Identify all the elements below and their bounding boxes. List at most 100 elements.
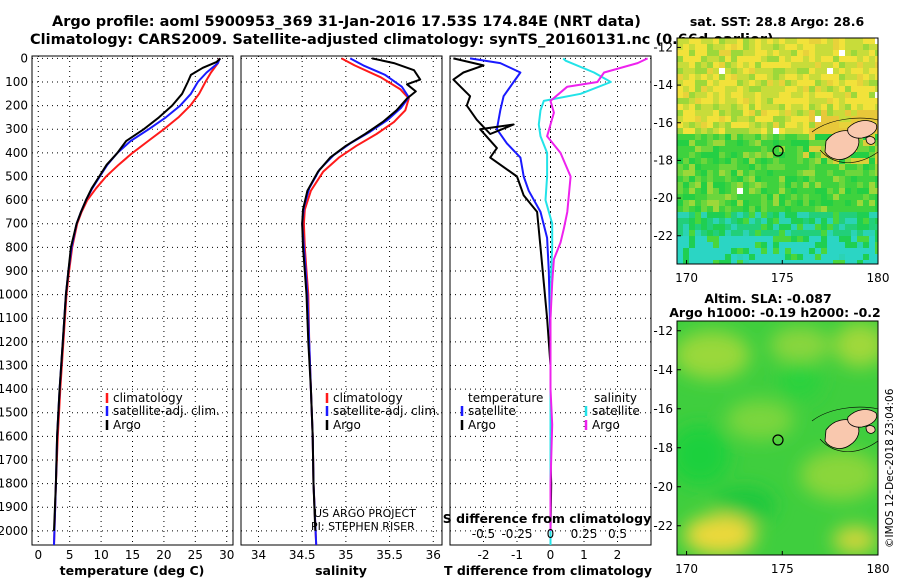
sst-map-cell: [797, 104, 803, 110]
sst-map-cell: [767, 182, 773, 188]
sst-map-cell: [731, 80, 737, 86]
sst-map-cell: [755, 200, 761, 206]
sst-map-cell: [803, 242, 809, 248]
depth-tick-label: 700: [5, 217, 28, 231]
sst-map-cell: [701, 194, 707, 200]
sst-map-cell: [863, 116, 869, 122]
legend-s-satellite-label: satellite: [592, 404, 640, 418]
sst-map-cell: [719, 110, 725, 116]
sst-map-cell: [767, 218, 773, 224]
sst-map-cell: [677, 98, 683, 104]
sst-map-cell: [677, 146, 683, 152]
sst-map-cell: [677, 86, 683, 92]
sst-map-cell: [821, 260, 827, 264]
sst-map-cell: [683, 86, 689, 92]
sst-map-cell: [779, 98, 785, 104]
sst-map-cell: [797, 218, 803, 224]
sst-map-cell: [791, 194, 797, 200]
sst-map-cell: [797, 260, 803, 264]
sst-map-cell: [749, 116, 755, 122]
sst-map-title: sat. SST: 28.8 Argo: 28.6: [690, 14, 865, 29]
sst-map-cell: [791, 200, 797, 206]
sst-map-cell: [701, 86, 707, 92]
sst-map-cell: [797, 182, 803, 188]
sst-map-cell: [875, 206, 878, 212]
sst-map-cell: [779, 194, 785, 200]
sst-map-cell: [701, 122, 707, 128]
sst-map-cell: [725, 128, 731, 134]
sst-map-cell: [791, 62, 797, 68]
sst-map-cell: [863, 248, 869, 254]
sst-map-cell: [869, 44, 875, 50]
sst-map-cell: [683, 122, 689, 128]
sst-map-cell: [725, 224, 731, 230]
sst-map-cell: [791, 122, 797, 128]
sst-map-cell: [779, 38, 785, 44]
sst-map-cell: [725, 110, 731, 116]
sst-map-cell: [719, 218, 725, 224]
sst-map-cell: [839, 164, 845, 170]
sst-map-cell: [803, 188, 809, 194]
sst-map-cell: [839, 242, 845, 248]
sst-map-cell: [749, 260, 755, 264]
sst-map-cell: [851, 194, 857, 200]
sst-map-cell: [833, 38, 839, 44]
sst-map-cell: [809, 218, 815, 224]
sst-map-cell: [773, 260, 779, 264]
depth-tick-label: 1200: [0, 335, 28, 349]
sst-map-cell: [821, 86, 827, 92]
sst-map-cell: [677, 74, 683, 80]
sst-map-cell: [773, 200, 779, 206]
sst-map-cell: [821, 248, 827, 254]
sst-map-cell: [827, 254, 833, 260]
sst-map-cell: [815, 164, 821, 170]
sst-map-cell: [761, 260, 767, 264]
sst-map-cell: [857, 206, 863, 212]
sst-map-cell: [749, 68, 755, 74]
sst-map-cell: [803, 140, 809, 146]
sst-map-cell: [785, 74, 791, 80]
sst-map-cell: [713, 194, 719, 200]
sst-map-cell: [743, 230, 749, 236]
sst-map-cell: [857, 146, 863, 152]
island-taveuni: [865, 425, 876, 434]
sst-map-cell: [833, 164, 839, 170]
sst-map-cell: [851, 92, 857, 98]
sst-map-cell: [821, 62, 827, 68]
sst-map-cell: [809, 86, 815, 92]
sst-map-cell: [827, 206, 833, 212]
sst-map-cell: [815, 134, 821, 140]
sst-map-cell: [833, 98, 839, 104]
sst-map-cell: [695, 98, 701, 104]
sst-map-cell: [845, 194, 851, 200]
sst-map-cell: [869, 56, 875, 62]
map-x-tick-label: 180: [867, 271, 890, 285]
sst-map-cell: [695, 236, 701, 242]
legend-t-argo-label: Argo: [468, 418, 496, 432]
sst-map-cell: [743, 92, 749, 98]
sst-map-cell: [737, 206, 743, 212]
sst-map-cell: [677, 206, 683, 212]
sst-map-cell: [677, 56, 683, 62]
sst-map-cell: [767, 116, 773, 122]
sst-map-cell: [845, 248, 851, 254]
sst-map-cell: [719, 182, 725, 188]
sst-map-cell: [719, 140, 725, 146]
sst-map-cell: [743, 182, 749, 188]
sst-map-cell: [827, 122, 833, 128]
sst-map-cell: [797, 200, 803, 206]
sst-map-cell: [797, 68, 803, 74]
sst-map-cell: [845, 176, 851, 182]
sst-map-cell: [815, 38, 821, 44]
sst-map-cell: [779, 74, 785, 80]
sst-map-cell: [701, 152, 707, 158]
sst-map-cell: [875, 182, 878, 188]
sst-map-cell: [815, 68, 821, 74]
sst-map-cell: [827, 50, 833, 56]
sst-map-cell: [863, 152, 869, 158]
sst-map-cell: [773, 44, 779, 50]
sst-map-cell: [767, 212, 773, 218]
x-tick-label: 34: [251, 548, 266, 562]
sst-map-cell: [707, 242, 713, 248]
sst-map-cell: [767, 122, 773, 128]
